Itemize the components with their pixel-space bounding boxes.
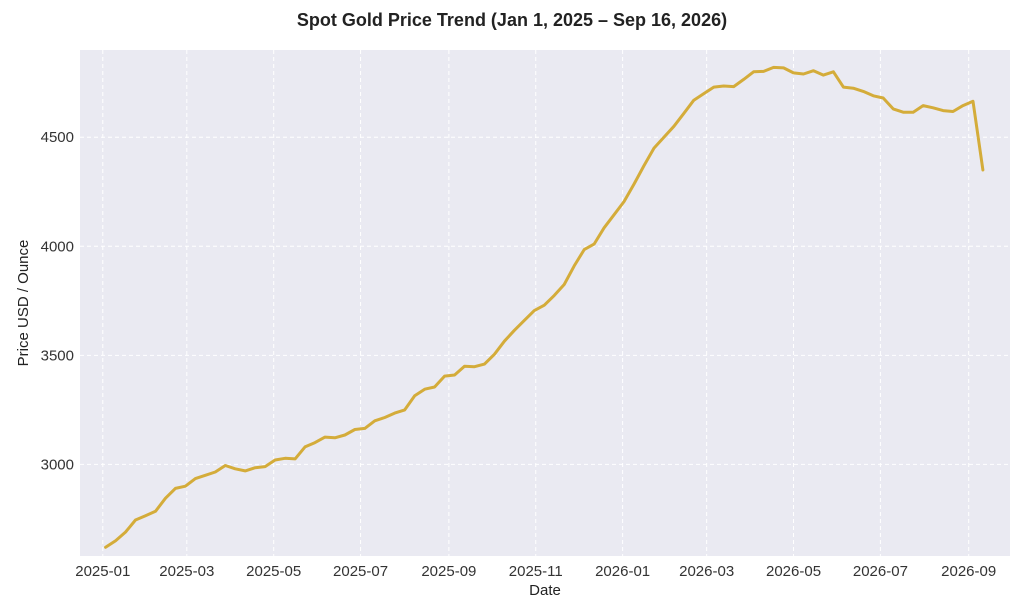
y-tick-label: 4500 bbox=[41, 129, 74, 146]
x-tick-label: 2025-05 bbox=[246, 563, 301, 580]
gold-price-line bbox=[104, 65, 985, 549]
x-tick-label: 2025-09 bbox=[421, 563, 476, 580]
y-tick-label: 3500 bbox=[41, 347, 74, 364]
x-tick-label: 2026-09 bbox=[941, 563, 996, 580]
x-axis-label: Date bbox=[529, 582, 561, 599]
x-tick-label: 2025-01 bbox=[75, 563, 130, 580]
x-tick-label: 2026-03 bbox=[679, 563, 734, 580]
grid-lines bbox=[80, 50, 1010, 556]
x-tick-label: 2026-01 bbox=[595, 563, 650, 580]
tick-labels: 3000 3500 4000 4500 2025-01 2025-03 2025-05 202… bbox=[41, 129, 997, 580]
x-tick-label: 2026-07 bbox=[853, 563, 908, 580]
y-tick-label: 3000 bbox=[41, 456, 74, 473]
x-tick-label: 2026-05 bbox=[766, 563, 821, 580]
chart-title: Spot Gold Price Trend (Jan 1, 2025 – Sep… bbox=[296, 10, 728, 30]
y-tick-label: 4000 bbox=[41, 238, 74, 255]
x-tick-label: 2025-11 bbox=[509, 563, 563, 580]
x-tick-label: 2025-03 bbox=[159, 563, 214, 580]
y-axis-label: Price USD / Ounce bbox=[15, 240, 32, 367]
x-tick-label: 2025-07 bbox=[333, 563, 388, 580]
